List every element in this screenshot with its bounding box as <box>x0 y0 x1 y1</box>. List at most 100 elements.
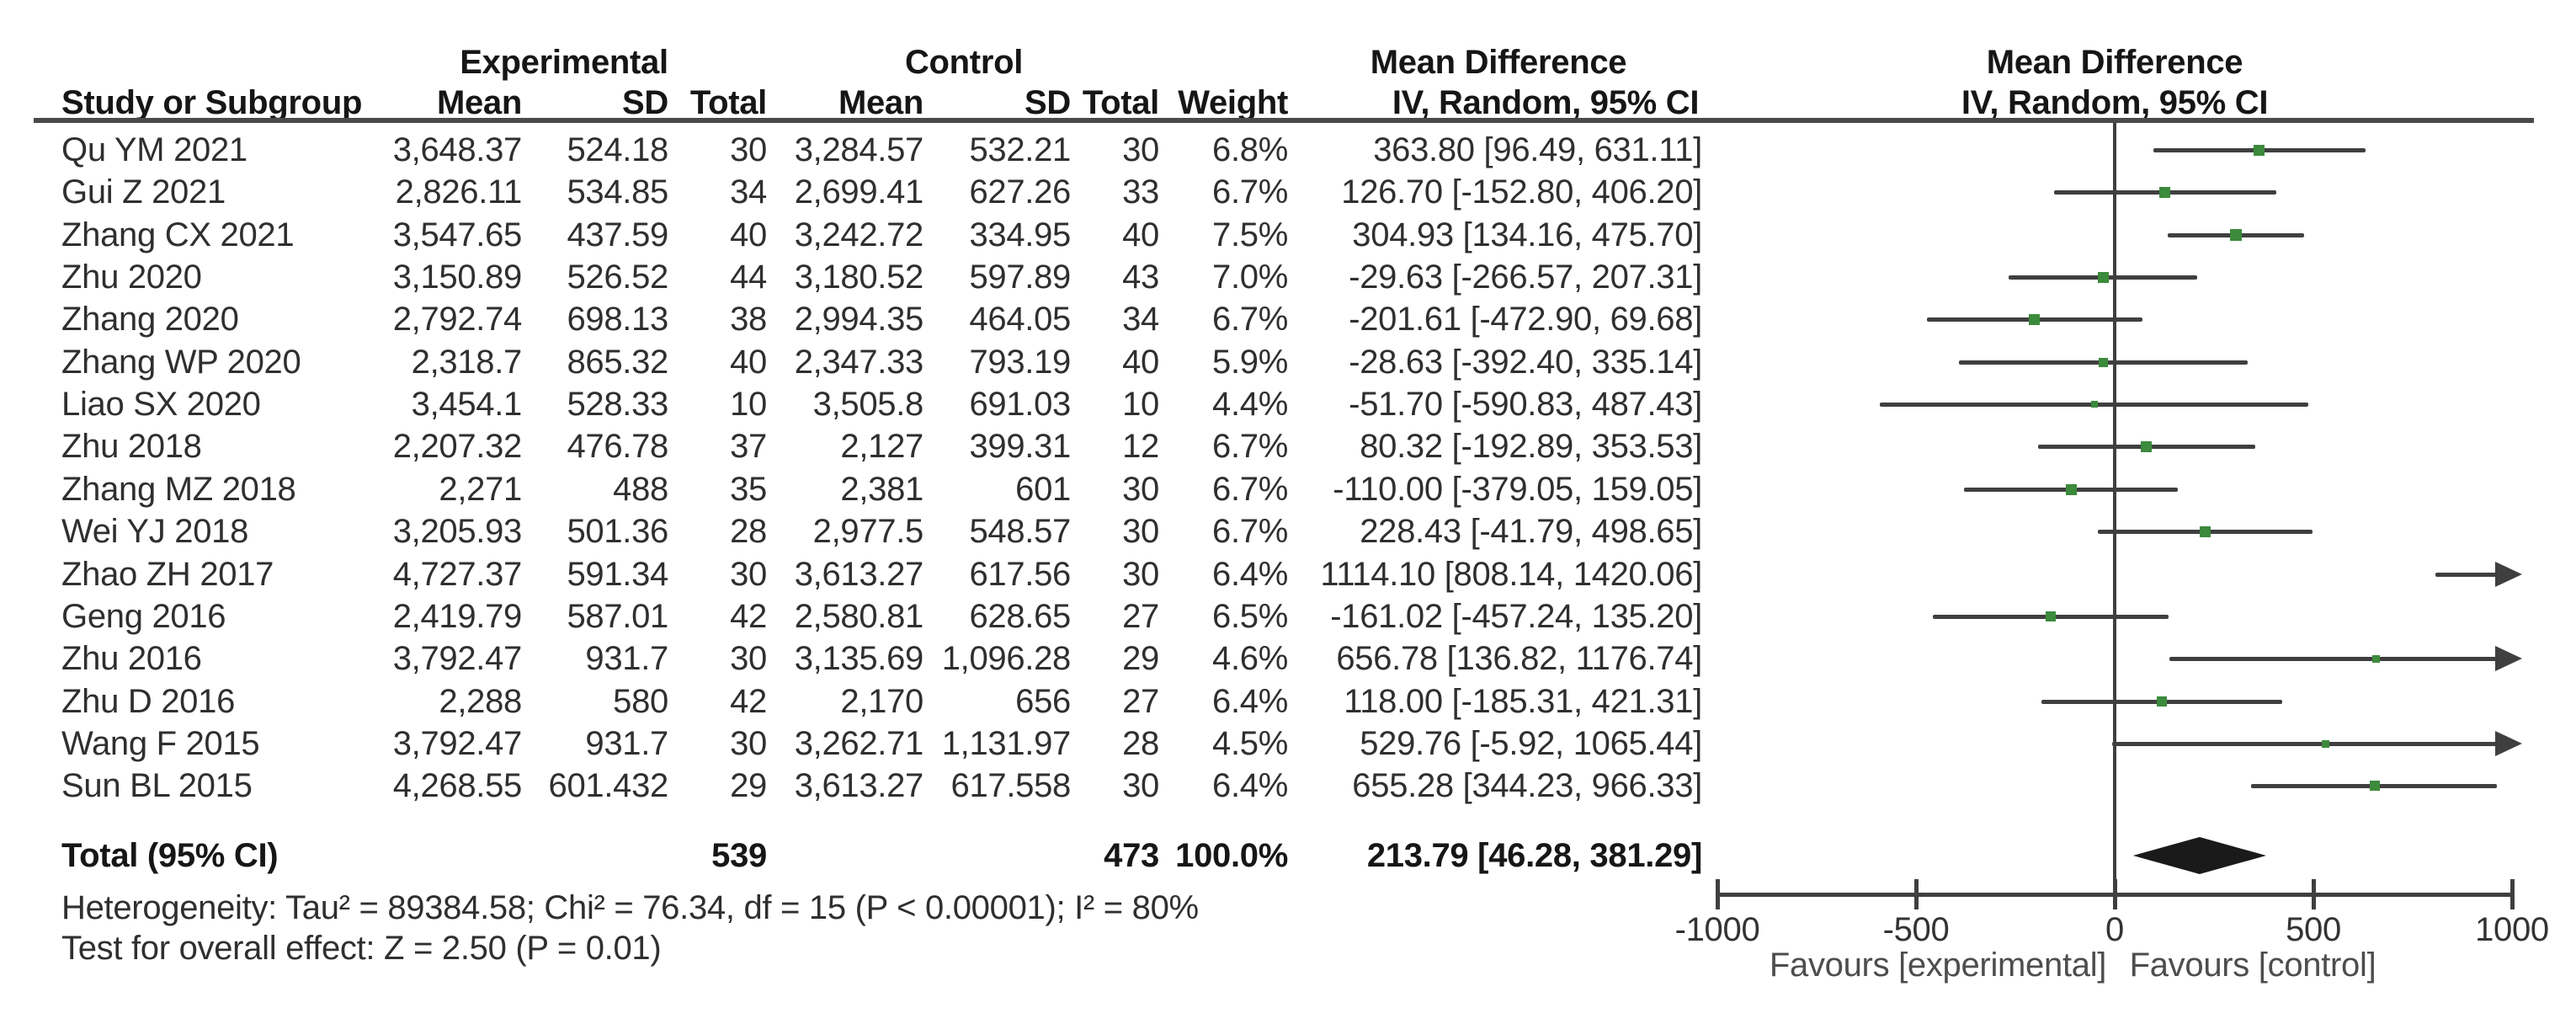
weight-value: 7.5% <box>1212 216 1288 253</box>
exp-sd-value: 587.01 <box>567 598 668 635</box>
study-row: Zhu 2020 3,150.89 526.52 44 3,180.52 597.89 43… <box>0 259 2576 296</box>
ci-text-value: -28.63 [-392.40, 335.14] <box>1349 344 1702 381</box>
axis-tick-label: 500 <box>2286 911 2341 948</box>
exp-sd-value: 931.7 <box>585 725 668 762</box>
ci-line <box>2169 656 2497 661</box>
ctl-total-value: 40 <box>1122 344 1159 381</box>
effect-marker <box>2200 525 2211 537</box>
exp-sd-value: 698.13 <box>567 301 668 338</box>
axis-tick <box>2113 879 2117 909</box>
total-weight: 100.0% <box>1175 837 1288 874</box>
ci-arrow-right-icon <box>2495 562 2522 587</box>
ctl-sd-value: 532.21 <box>969 131 1071 168</box>
exp-mean-value: 3,792.47 <box>392 640 523 677</box>
exp-total-value: 30 <box>730 556 767 593</box>
exp-total-value: 34 <box>730 173 767 211</box>
study-name: Zhu 2016 <box>61 640 202 677</box>
exp-mean-value: 3,648.37 <box>392 131 523 168</box>
ci-text-value: -110.00 [-379.05, 159.05] <box>1333 471 1702 508</box>
ctl-total-value: 43 <box>1122 259 1159 296</box>
exp-mean-value: 2,207.32 <box>392 428 523 465</box>
study-row: Wang F 2015 3,792.47 931.7 30 3,262.71 1,131.… <box>0 725 2576 762</box>
ctl-mean-value: 3,242.72 <box>794 216 924 253</box>
weight-value: 6.8% <box>1212 131 1288 168</box>
ci-text-value: 656.78 [136.82, 1176.74] <box>1336 640 1702 677</box>
study-row: Zhu 2016 3,792.47 931.7 30 3,135.69 1,096.28 2… <box>0 640 2576 677</box>
overall-effect-text: Test for overall effect: Z = 2.50 (P = 0… <box>61 930 662 967</box>
exp-mean-value: 3,547.65 <box>392 216 523 253</box>
study-name: Zhu 2020 <box>61 259 202 296</box>
ci-arrow-right-icon <box>2495 646 2522 671</box>
ctl-mean-value: 3,505.8 <box>812 386 924 423</box>
column-header-mean-difference: Mean Difference <box>1370 44 1627 81</box>
column-header-exp-mean: Mean <box>436 84 522 121</box>
exp-sd-value: 488 <box>613 471 668 508</box>
ctl-mean-value: 3,613.27 <box>794 556 924 593</box>
effect-marker <box>2090 401 2098 408</box>
weight-value: 6.7% <box>1212 428 1288 465</box>
ctl-mean-value: 2,127 <box>840 428 923 465</box>
exp-mean-value: 2,826.11 <box>395 173 523 211</box>
ctl-mean-value: 2,381 <box>840 471 923 508</box>
effect-marker <box>2097 271 2109 283</box>
ctl-sd-value: 597.89 <box>969 259 1071 296</box>
ctl-mean-value: 2,994.35 <box>794 301 924 338</box>
ci-text-value: -29.63 [-266.57, 207.31] <box>1349 259 1702 296</box>
exp-mean-value: 2,419.79 <box>392 598 523 635</box>
exp-mean-value: 4,727.37 <box>392 556 523 593</box>
exp-sd-value: 526.52 <box>567 259 668 296</box>
group-header-experimental: Experimental <box>460 44 668 81</box>
exp-sd-value: 580 <box>613 683 668 720</box>
effect-marker <box>2141 440 2153 452</box>
weight-value: 6.7% <box>1212 471 1288 508</box>
ctl-mean-value: 2,699.41 <box>794 173 924 211</box>
weight-value: 6.7% <box>1212 513 1288 550</box>
column-header-study: Study or Subgroup <box>61 84 363 121</box>
exp-sd-value: 528.33 <box>567 386 668 423</box>
column-header-ctl-mean: Mean <box>838 84 923 121</box>
column-header-ctl-sd: SD <box>1025 84 1071 121</box>
column-header-method: IV, Random, 95% CI <box>1392 84 1700 121</box>
exp-sd-value: 601.432 <box>548 767 669 804</box>
weight-value: 5.9% <box>1212 344 1288 381</box>
exp-total-value: 30 <box>730 131 767 168</box>
study-row: Geng 2016 2,419.79 587.01 42 2,580.81 628.65 2… <box>0 598 2576 635</box>
zero-line <box>2113 123 2116 894</box>
ci-text-value: 1114.10 [808.14, 1420.06] <box>1320 556 1702 593</box>
axis-tick <box>2312 879 2316 909</box>
weight-value: 6.7% <box>1212 301 1288 338</box>
ctl-sd-value: 617.56 <box>969 556 1071 593</box>
exp-total-value: 40 <box>730 344 767 381</box>
exp-sd-value: 865.32 <box>567 344 668 381</box>
plot-header-mean-difference: Mean Difference <box>1986 44 2243 81</box>
ctl-sd-value: 793.19 <box>969 344 1071 381</box>
weight-value: 6.7% <box>1212 173 1288 211</box>
axis-tick-label: -500 <box>1882 911 1950 948</box>
study-row: Qu YM 2021 3,648.37 524.18 30 3,284.57 532.21… <box>0 131 2576 168</box>
exp-total-value: 35 <box>730 471 767 508</box>
ctl-sd-value: 617.558 <box>950 767 1072 804</box>
exp-total-value: 37 <box>730 428 767 465</box>
header-separator-line <box>34 118 2534 123</box>
ci-text-value: 80.32 [-192.89, 353.53] <box>1360 428 1702 465</box>
study-row: Zhang 2020 2,792.74 698.13 38 2,994.35 464.05… <box>0 301 2576 338</box>
ctl-mean-value: 2,347.33 <box>794 344 924 381</box>
ctl-total-value: 30 <box>1122 556 1159 593</box>
ci-text-value: -51.70 [-590.83, 487.43] <box>1349 386 1702 423</box>
study-name: Zhu D 2016 <box>61 683 236 720</box>
effect-marker <box>2254 144 2265 156</box>
study-name: Geng 2016 <box>61 598 226 635</box>
study-name: Wang F 2015 <box>61 725 260 762</box>
effect-marker <box>2029 313 2041 325</box>
ctl-total-value: 33 <box>1122 173 1159 211</box>
favours-right-label: Favours [control] <box>2129 947 2376 984</box>
exp-mean-value: 2,318.7 <box>411 344 523 381</box>
exp-total-value: 28 <box>730 513 767 550</box>
ctl-mean-value: 3,613.27 <box>794 767 924 804</box>
ctl-mean-value: 2,170 <box>840 683 923 720</box>
total-ci-text: 213.79 [46.28, 381.29] <box>1366 837 1702 874</box>
column-header-weight: Weight <box>1178 84 1288 121</box>
ctl-mean-value: 3,135.69 <box>794 640 924 677</box>
exp-total-value: 38 <box>730 301 767 338</box>
